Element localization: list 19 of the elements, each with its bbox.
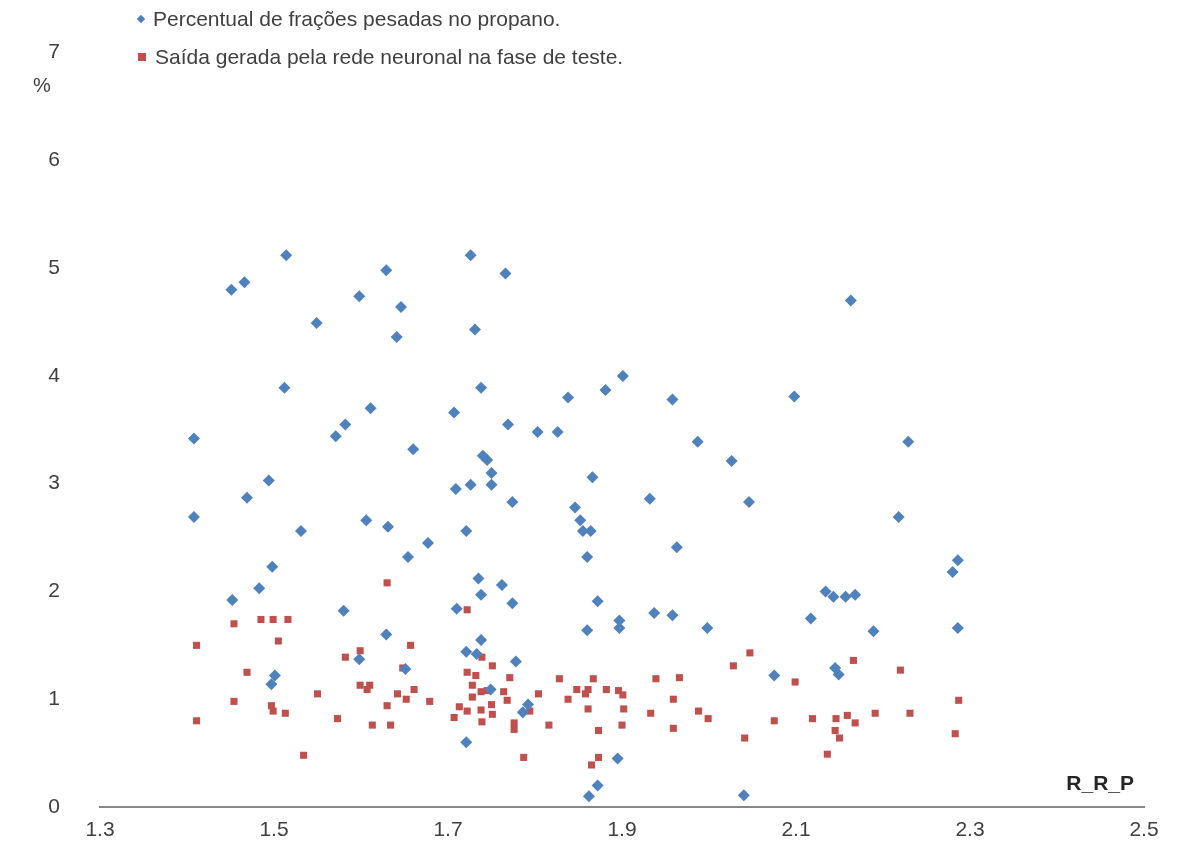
x-tick-label: 2.3 (955, 817, 985, 841)
x-tick-label: 1.5 (259, 817, 289, 841)
legend-label: Percentual de frações pesadas no propano. (153, 6, 561, 32)
y-tick-label: 5 (48, 254, 60, 278)
x-tick-label: 1.9 (607, 817, 637, 841)
y-tick-label: 1 (48, 686, 60, 710)
legend-label: Saída gerada pela rede neuronal na fase de teste. (155, 44, 624, 70)
x-tick-label: 2.5 (1129, 817, 1159, 841)
y-tick-label: 3 (48, 470, 60, 494)
y-tick-label: 7 (48, 39, 60, 63)
x-tick-label: 1.3 (85, 817, 115, 841)
x-axis-title: R_R_P (1066, 771, 1134, 795)
y-axis-title: % (33, 74, 52, 97)
y-tick-label: 0 (48, 793, 60, 817)
x-tick-label: 1.7 (433, 817, 463, 841)
y-tick-label: 6 (48, 147, 60, 171)
y-tick-label: 4 (48, 362, 61, 386)
y-tick-label: 2 (48, 578, 60, 602)
x-tick-label: 2.1 (781, 817, 811, 841)
